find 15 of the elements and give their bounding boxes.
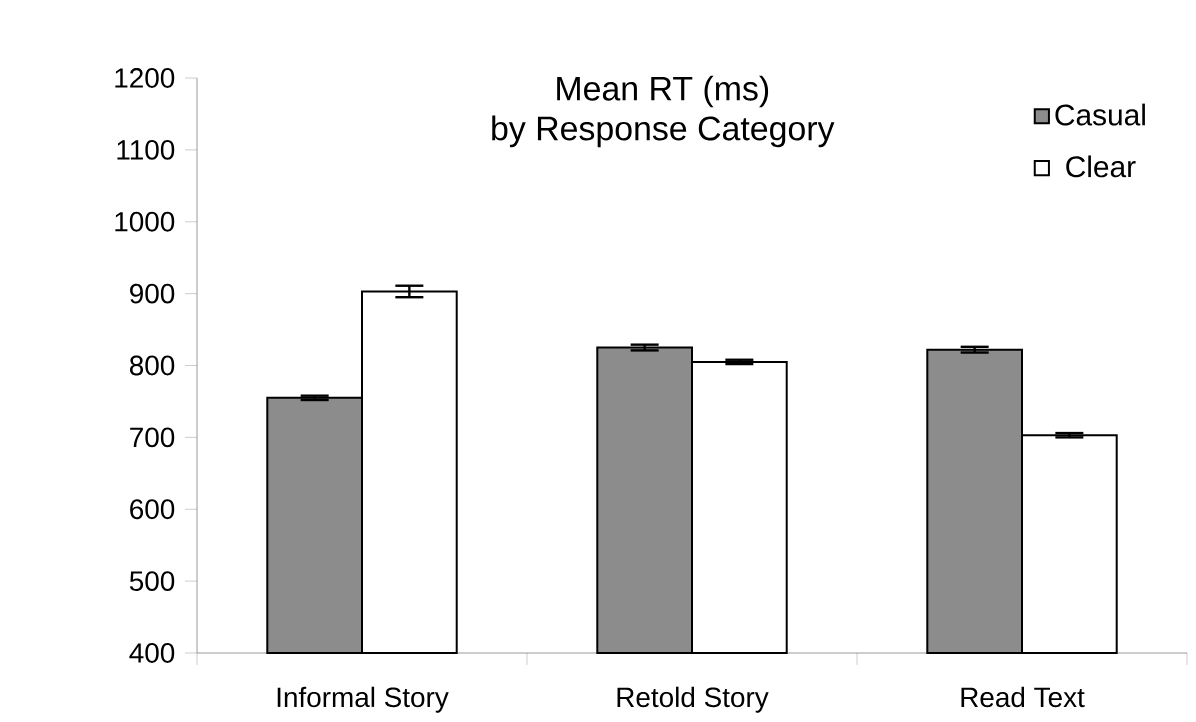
y-tick-label: 900 — [130, 283, 175, 304]
y-tick-label: 1100 — [117, 139, 175, 160]
x-tick-label: Read Text — [961, 686, 1085, 708]
y-tick-label: 700 — [130, 427, 175, 448]
chart-title: Mean RT (ms) by Response Category — [492, 75, 835, 148]
y-tick-label: 400 — [129, 643, 175, 663]
y-tick-label: 1200 — [115, 68, 175, 88]
y-tick-label: 600 — [130, 499, 175, 520]
y-tick-label: 500 — [129, 571, 175, 592]
x-tick-label: Informal Story — [277, 686, 449, 713]
y-tick-label: 800 — [129, 355, 175, 376]
x-tick-label: Retold Story — [617, 686, 769, 713]
legend-label: Clear — [1066, 155, 1136, 178]
y-tick-label: 1000 — [115, 211, 175, 232]
legend-label: Casual — [1055, 103, 1145, 126]
